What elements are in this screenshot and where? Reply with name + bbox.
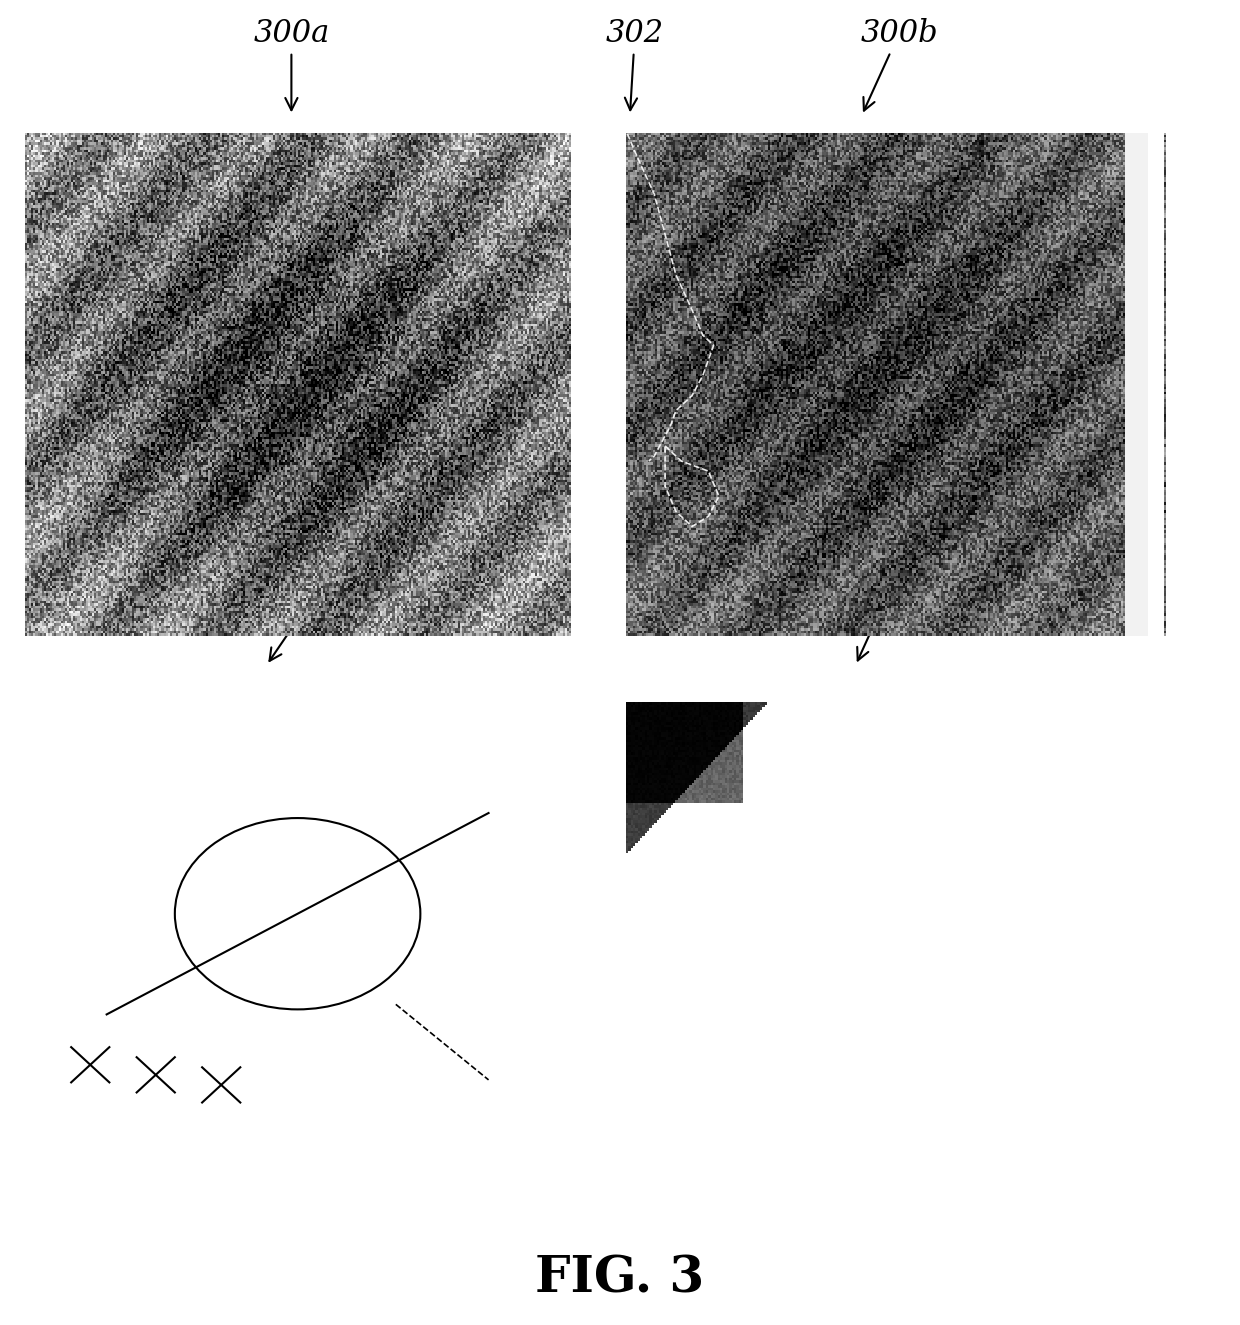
Text: 300d: 300d — [854, 568, 931, 660]
Text: 302: 302 — [606, 19, 663, 110]
Text: 300b: 300b — [861, 19, 937, 110]
Text: 300a: 300a — [253, 19, 330, 110]
Text: FIG. 3: FIG. 3 — [536, 1255, 704, 1302]
Text: 300c: 300c — [269, 568, 360, 661]
